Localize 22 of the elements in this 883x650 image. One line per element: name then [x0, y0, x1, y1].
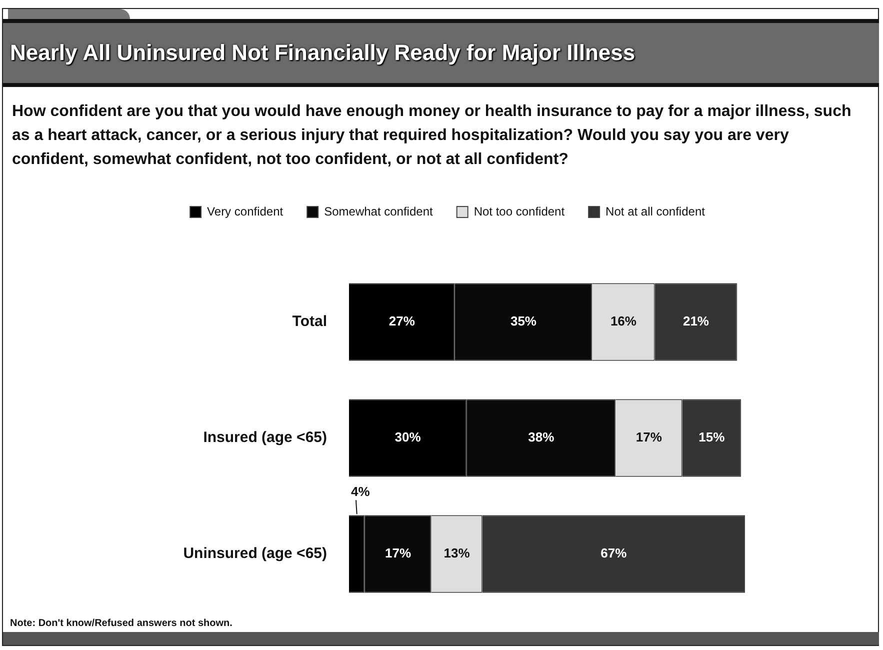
data-label: 4% [351, 484, 370, 500]
data-label: 21% [682, 314, 710, 329]
data-label: 17% [636, 430, 662, 445]
data-label: 38% [528, 430, 555, 445]
y-tick-label: Total [292, 313, 327, 330]
data-label: 17% [384, 546, 412, 561]
data-label: 15% [698, 430, 726, 445]
data-label: 35% [510, 314, 537, 329]
y-tick-label: Uninsured (age <65) [183, 545, 327, 562]
data-label: 30% [394, 430, 422, 445]
legend-label: Somewhat confident [324, 204, 434, 218]
data-label: 27% [388, 314, 416, 329]
y-tick-label: Insured (age <65) [203, 429, 327, 446]
chart-title: Nearly All Uninsured Not Financially Ready for Major Illness [10, 40, 636, 66]
legend-label: Not too confident [474, 204, 566, 218]
data-label: 16% [610, 314, 637, 329]
text: Note: Don't know/Refused answers not shown. [10, 618, 232, 629]
data-label: 13% [444, 546, 470, 561]
data-label: 67% [600, 546, 628, 561]
legend-label: Very confident [207, 204, 284, 218]
chart-subtitle: How confident are you that you would have enough money or health insurance to pay for a major illness, such as a heart attack, cancer, or a serious injury that required hospitalization? Would you say you are very confident, somewhat confident, not too confident, or not at all confident? [12, 102, 852, 170]
legend-label: Not at all confident [606, 204, 706, 218]
